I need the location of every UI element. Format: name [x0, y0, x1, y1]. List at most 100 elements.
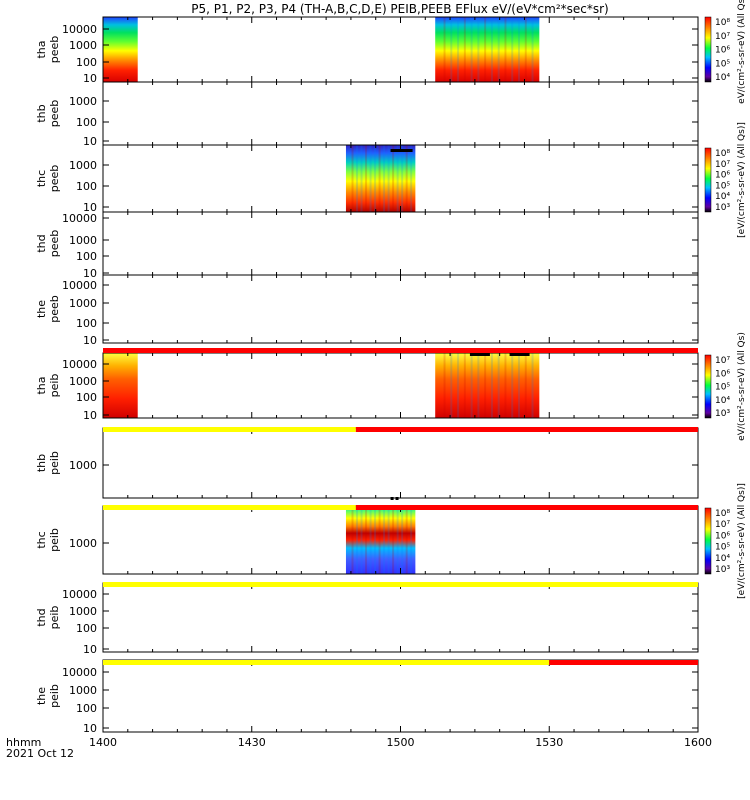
flag-mark: [390, 149, 413, 152]
panel-frame: [102, 274, 699, 344]
y-tick-label: 100: [76, 622, 97, 635]
spectrogram-texture: [443, 17, 446, 82]
panel-frame: [102, 427, 699, 499]
y-tick-label: 1000: [69, 159, 97, 172]
spectrogram-texture: [410, 506, 413, 574]
colorbar-gradient: [704, 507, 712, 575]
spectrogram-texture: [484, 17, 487, 82]
spectrogram-texture: [405, 145, 408, 212]
spectrogram-texture: [504, 17, 507, 82]
y-tick-label: 10: [83, 334, 97, 347]
y-tick-label: 10000: [62, 279, 97, 292]
x-tick-label: 1430: [238, 736, 266, 749]
y-tick-label: 10000: [62, 588, 97, 601]
x-tick-label: 1400: [89, 736, 117, 749]
y-tick-label: 10: [83, 267, 97, 280]
spectrogram-texture: [497, 17, 500, 82]
colorbar-tick-label: 10⁷: [715, 32, 730, 42]
quality-segment-yellow: [103, 582, 698, 587]
x-tick-label: 1500: [387, 736, 415, 749]
panel-frame: [102, 81, 699, 146]
panel-the-peib: 10000 1000 100 10 the peib: [35, 659, 699, 735]
colorbar-tick-label: 10³: [715, 203, 730, 213]
colorbar-gradient: [704, 16, 712, 83]
spectrogram-texture: [365, 506, 368, 574]
y-tick-label: 100: [76, 56, 97, 69]
spectrogram-texture: [490, 17, 493, 82]
y-axis-label-probe: the: [35, 300, 48, 318]
y-tick-label: 100: [76, 250, 97, 263]
y-tick-label: 100: [76, 180, 97, 193]
spectrogram-texture: [470, 17, 473, 82]
y-tick-label: 10: [83, 409, 97, 422]
y-tick-label: 10: [83, 135, 97, 148]
y-tick-label: 1000: [69, 605, 97, 618]
colorbar-tick-label: 10⁴: [715, 554, 730, 564]
spectrogram-texture: [490, 353, 493, 418]
x-axis-label-hhmm: hhmm: [6, 736, 41, 749]
spectrogram-texture: [383, 145, 386, 212]
spectrogram-texture: [450, 17, 453, 82]
colorbar-tick-label: 10⁴: [715, 73, 730, 83]
colorbar: 10⁸ 10⁷ 10⁶ 10⁵ 10⁴ eV/(cm²-s-sr-eV) (All Qs): [704, 0, 747, 104]
spectrogram-texture: [378, 506, 381, 574]
y-axis-label-probe: thd: [35, 608, 48, 626]
spectrogram-texture: [531, 17, 534, 82]
y-axis-label-probe: tha: [35, 40, 48, 58]
panel-frame: [102, 582, 699, 653]
y-axis-label-product: peib: [48, 528, 61, 552]
colorbar-tick-label: 10⁸: [715, 509, 730, 519]
spectrogram-texture: [450, 353, 453, 418]
y-axis-label-probe: thc: [35, 531, 48, 548]
panel-frame: [102, 211, 699, 276]
spectrogram-texture: [511, 17, 514, 82]
y-axis-label-product: peib: [48, 374, 61, 398]
y-axis-label-product: peib: [48, 684, 61, 708]
y-axis-label-probe: thc: [35, 170, 48, 187]
spectrogram-texture: [369, 506, 372, 574]
quality-segment-red: [103, 348, 698, 353]
y-axis-label-probe: tha: [35, 376, 48, 394]
y-tick-label: 10000: [62, 212, 97, 225]
spectrogram-block: [435, 17, 540, 82]
panel-tha-peib: 10000 1000 100 10 tha peib: [35, 352, 699, 422]
colorbar-tick-label: 10³: [715, 409, 730, 419]
y-tick-label: 10: [83, 643, 97, 656]
spectrogram-texture: [477, 17, 480, 82]
y-tick-label: 1000: [69, 95, 97, 108]
y-tick-label: 10000: [62, 358, 97, 371]
spectrogram-texture: [360, 506, 363, 574]
colorbar-label: eV/(cm²-s-sr-eV) (All Qs): [737, 332, 747, 441]
panel-the-peeb: 10000 1000 100 10 the peeb: [35, 274, 699, 347]
spectrogram-texture: [392, 506, 395, 574]
colorbar-tick-label: 10⁵: [715, 543, 730, 553]
y-tick-label: 100: [76, 391, 97, 404]
colorbar-tick-label: 10³: [715, 565, 730, 575]
spectrogram-block: [103, 353, 138, 418]
y-tick-label: 1000: [69, 39, 97, 52]
colorbar-tick-label: 10⁷: [715, 356, 730, 366]
colorbar-tick-label: 10⁷: [715, 520, 730, 530]
colorbar-tick-label: 10⁷: [715, 160, 730, 170]
spectrogram-texture: [511, 353, 514, 418]
y-tick-label: 100: [76, 317, 97, 330]
panel-thb-peeb: 1000 100 10 thb peeb: [35, 81, 699, 148]
spectrogram-texture: [457, 353, 460, 418]
x-tick-label: 1600: [684, 736, 712, 749]
spectrogram-texture: [401, 145, 404, 212]
spectrogram-texture: [410, 145, 413, 212]
panel-frame: [102, 352, 699, 419]
y-axis-label-probe: thb: [35, 104, 48, 122]
colorbar-tick-label: 10⁶: [715, 369, 730, 379]
y-axis-label-product: peeb: [48, 100, 61, 128]
y-axis-label-probe: the: [35, 687, 48, 705]
spectrogram-block: [435, 353, 540, 418]
x-axis-label-date: 2021 Oct 12: [6, 747, 74, 760]
y-tick-label: 10000: [62, 666, 97, 679]
colorbar-tick-label: 10⁴: [715, 192, 730, 202]
colorbar-tick-label: 10⁵: [715, 181, 730, 191]
